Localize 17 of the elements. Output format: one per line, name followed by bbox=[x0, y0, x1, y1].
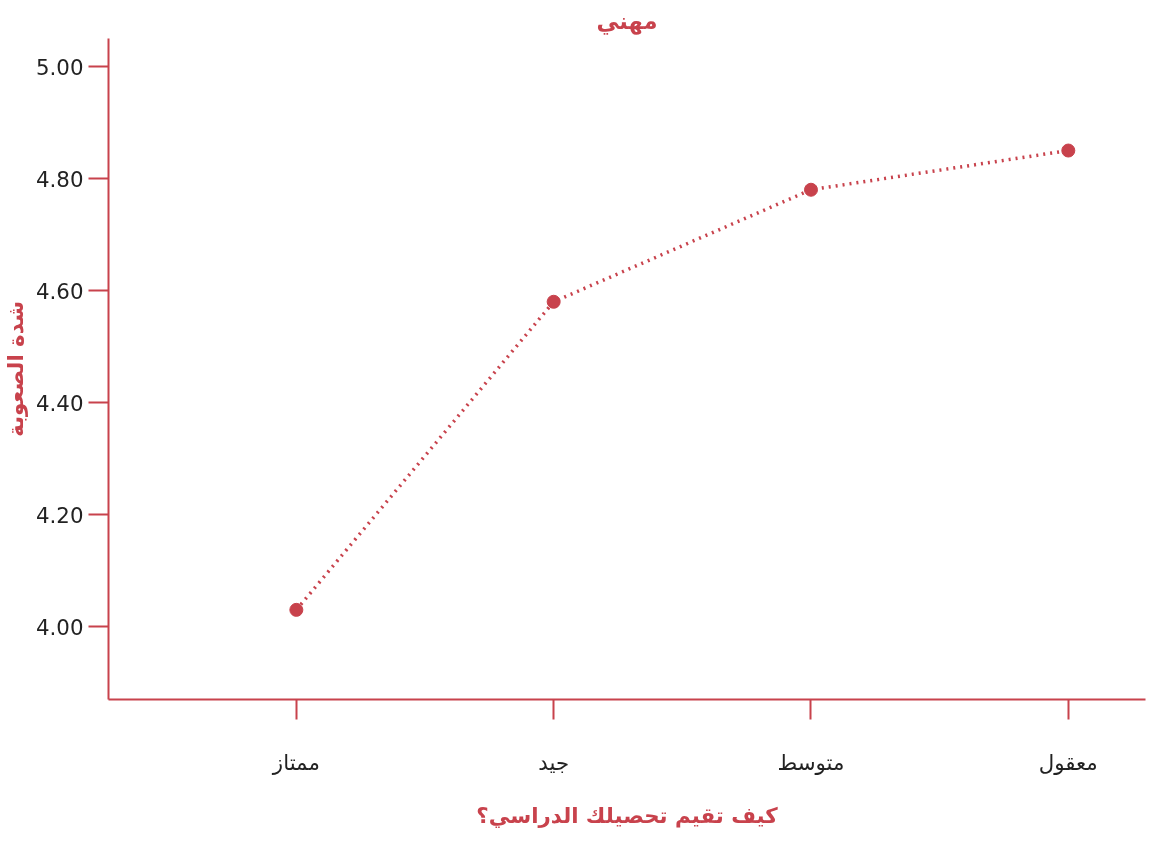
x-tick-label: جيد bbox=[538, 749, 570, 775]
point bbox=[289, 602, 304, 617]
point bbox=[546, 294, 561, 309]
y-tick-label: 5.00 bbox=[36, 54, 84, 80]
y-tick-label: 4.60 bbox=[36, 278, 84, 304]
y-tick-label: 4.40 bbox=[36, 390, 84, 416]
chart-title: مهني bbox=[596, 7, 658, 35]
x-axis-title: كيف تقيم تحصيلك الدراسي؟ bbox=[476, 802, 779, 828]
point bbox=[803, 182, 818, 197]
y-tick-label: 4.20 bbox=[36, 502, 84, 528]
x-tick-label: معقول bbox=[1038, 749, 1098, 775]
x-tick-label: متوسط bbox=[777, 749, 845, 775]
point bbox=[1061, 143, 1076, 158]
y-tick-label: 4.80 bbox=[36, 166, 84, 192]
y-axis-title: شدة الصعوبة bbox=[3, 301, 29, 437]
x-tick-label: ممتاز bbox=[271, 749, 320, 775]
y-tick-label: 4.00 bbox=[36, 614, 84, 640]
